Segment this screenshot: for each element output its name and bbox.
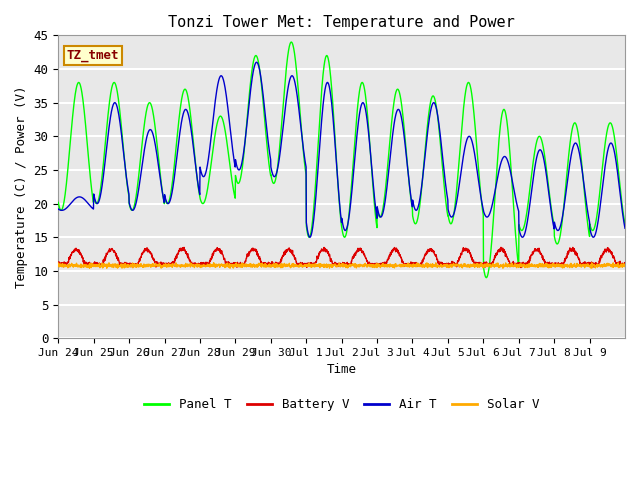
Line: Air T: Air T <box>58 62 625 237</box>
Air T <box>234 164 241 170</box>
Air T <box>621 226 629 231</box>
Battery V <box>111 249 118 255</box>
Panel T <box>111 80 118 86</box>
Solar V <box>111 263 119 269</box>
Solar V <box>234 262 241 267</box>
Line: Panel T: Panel T <box>58 42 625 277</box>
Solar V <box>105 260 113 266</box>
Air T <box>376 214 384 219</box>
Panel T <box>621 221 629 227</box>
Panel T <box>54 200 62 205</box>
Battery V <box>513 261 520 267</box>
Battery V <box>54 260 62 265</box>
Battery V <box>545 260 552 266</box>
Panel T <box>545 185 552 191</box>
Panel T <box>287 39 295 45</box>
Solar V <box>614 262 621 267</box>
Panel T <box>513 246 520 252</box>
Air T <box>253 60 260 65</box>
Battery V <box>234 261 241 266</box>
Panel T <box>376 214 384 220</box>
Battery V <box>621 263 629 269</box>
Solar V <box>621 261 629 267</box>
Air T <box>545 190 552 195</box>
Air T <box>518 234 526 240</box>
Battery V <box>497 244 505 250</box>
Battery V <box>614 262 621 268</box>
Air T <box>513 200 520 205</box>
Air T <box>111 100 118 106</box>
Air T <box>54 206 62 212</box>
Y-axis label: Temperature (C) / Power (V): Temperature (C) / Power (V) <box>15 85 28 288</box>
Text: TZ_tmet: TZ_tmet <box>67 49 119 62</box>
Battery V <box>517 264 525 270</box>
Line: Battery V: Battery V <box>58 247 625 267</box>
X-axis label: Time: Time <box>326 363 356 376</box>
Solar V <box>376 263 384 269</box>
Solar V <box>86 265 93 271</box>
Panel T <box>234 180 241 185</box>
Solar V <box>513 265 520 271</box>
Line: Solar V: Solar V <box>58 263 625 268</box>
Panel T <box>614 158 621 164</box>
Battery V <box>376 261 383 267</box>
Solar V <box>545 265 552 271</box>
Panel T <box>483 275 490 280</box>
Title: Tonzi Tower Met: Temperature and Power: Tonzi Tower Met: Temperature and Power <box>168 15 515 30</box>
Legend: Panel T, Battery V, Air T, Solar V: Panel T, Battery V, Air T, Solar V <box>139 393 544 416</box>
Air T <box>614 168 621 174</box>
Solar V <box>54 260 62 266</box>
